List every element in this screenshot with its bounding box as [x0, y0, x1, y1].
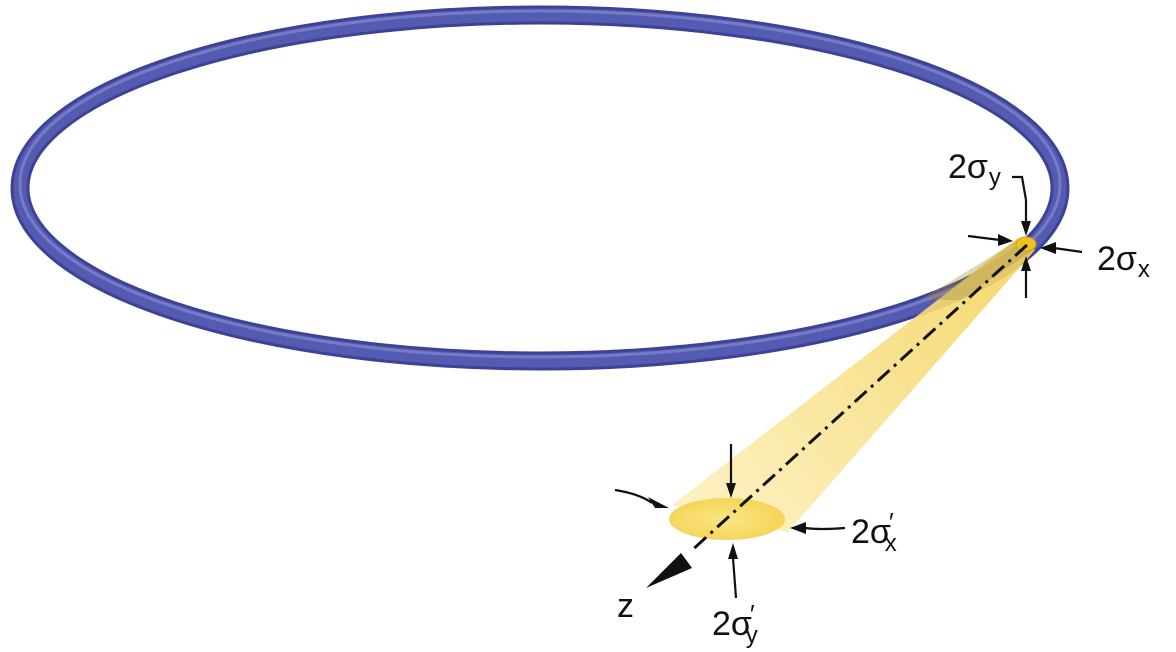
sigma-prime-x-prime: ′	[888, 507, 894, 537]
sigma-prime-x-base: 2σ	[851, 513, 891, 551]
storage-ring	[10, 5, 1070, 371]
sigma-prime-y-prime: ′	[749, 599, 755, 629]
z-axis-text: z	[617, 587, 634, 625]
radiation-cone	[669, 238, 1035, 540]
sigma-x-base: 2σ	[1097, 240, 1137, 278]
sigma-x-sub: x	[1137, 256, 1150, 283]
sigma-prime-x-label: 2σ′x	[851, 509, 897, 556]
sigma-prime-y-sub: y	[745, 622, 758, 649]
sigma-prime-y-base: 2σ	[712, 605, 752, 643]
sigma-prime-x-sub: x	[884, 530, 897, 557]
sigma-prime-y-label: 2σ′y	[712, 601, 758, 648]
sigma-y-sub: y	[988, 164, 1001, 191]
sigma-y-base: 2σ	[948, 148, 988, 186]
sigma-x-label: 2σx	[1097, 242, 1150, 282]
sigma-y-label: 2σy	[948, 150, 1001, 190]
z-axis-arrowhead	[646, 553, 692, 588]
z-axis-label: z	[617, 589, 634, 623]
z-axis	[646, 243, 1029, 588]
dimension-arrows	[614, 175, 1083, 599]
